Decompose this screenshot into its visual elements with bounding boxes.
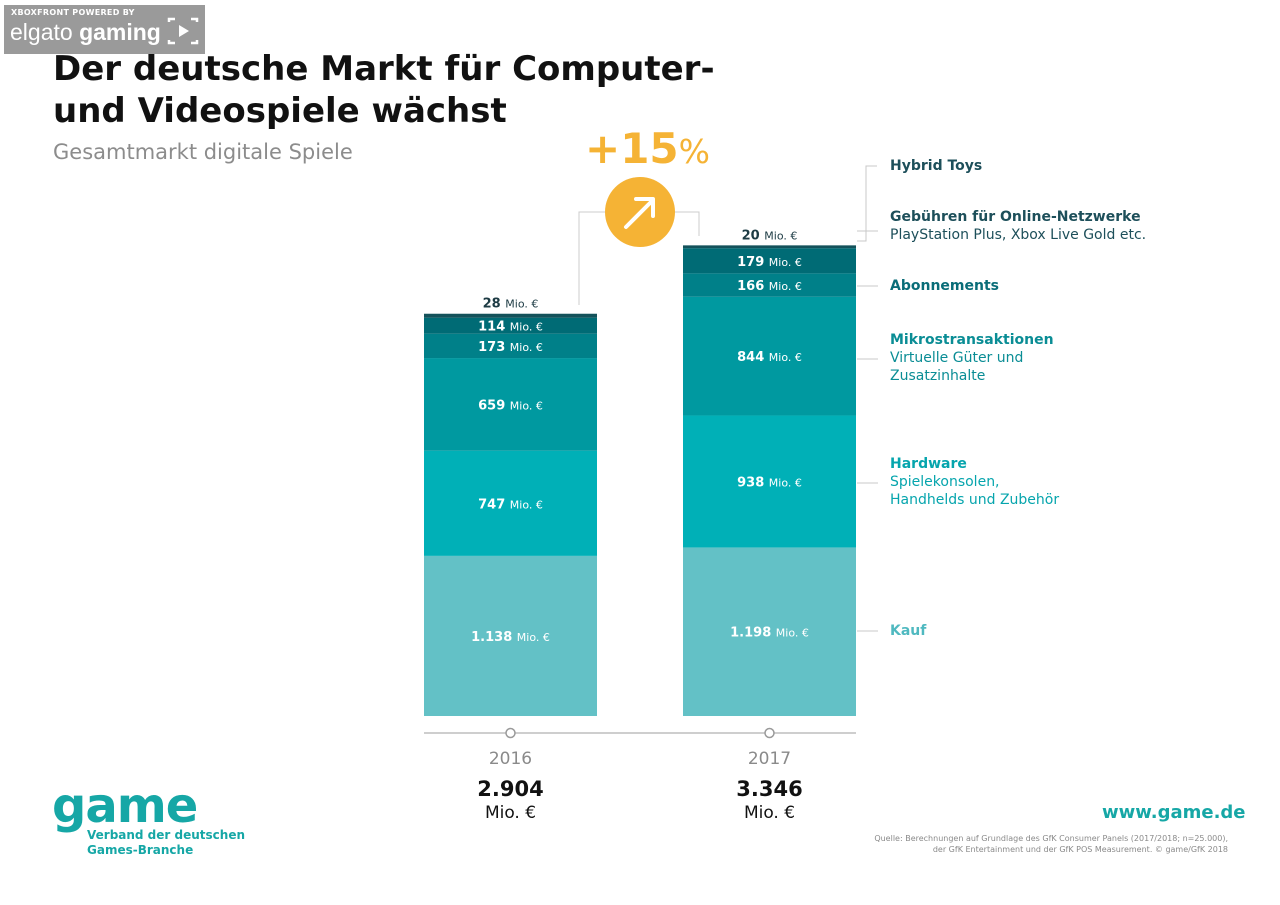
growth-value: +15 (585, 124, 679, 173)
bar-2016-hardware (424, 450, 597, 556)
total-unit-2016: Mio. € (485, 803, 536, 823)
bar-2017-abonnements (683, 273, 856, 297)
logo-subtitle-1: Verband der deutschen (87, 828, 245, 842)
legend-connector-1 (857, 165, 877, 242)
legend-title: Kauf (890, 623, 927, 639)
data-label-2016-geb-hren-f-r-online-netzwerke: 114 Mio. € (478, 320, 543, 335)
x-tick-marker-2016 (505, 727, 516, 739)
legend-title: Hardware (890, 456, 967, 472)
title-line-1: Der deutsche Markt für Computer- (53, 49, 715, 89)
legend-title: Abonnements (890, 278, 999, 294)
arrow-up-right-icon (624, 197, 655, 229)
play-icon (167, 17, 199, 45)
x-tick-marker-2017 (764, 727, 775, 739)
bar-2017-kauf (683, 547, 856, 716)
data-label-2016-abonnements: 173 Mio. € (478, 340, 543, 355)
total-unit-2017: Mio. € (744, 803, 795, 823)
data-label-2016-hardware: 747 Mio. € (478, 497, 543, 512)
data-label-2017-geb-hren-f-r-online-netzwerke: 179 Mio. € (737, 255, 802, 270)
legend-item-kauf: Kauf (890, 622, 926, 640)
total-value-2016: 2.904 (477, 777, 543, 801)
growth-connector (578, 177, 700, 305)
bar-2016-abonnements (424, 333, 597, 359)
legend-connectors (857, 165, 878, 632)
bar-2017-hybrid-toys (683, 245, 856, 249)
bar-2016-hybrid-toys (424, 313, 597, 318)
logo-subtitle-2: Games-Branche (87, 843, 194, 857)
source-note-1: Quelle: Berechnungen auf Grundlage des G… (874, 834, 1228, 843)
data-label-2017-mikrotransaktionen: 844 Mio. € (737, 350, 802, 365)
title-line-2: und Videospiele wächst (53, 91, 507, 131)
x-tick-label-2017: 2017 (748, 749, 791, 769)
data-label-2016-mikrotransaktionen: 659 Mio. € (478, 398, 543, 413)
growth-unit: % (678, 132, 710, 171)
legend-description: Virtuelle Güter und (890, 350, 1024, 366)
legend-description: Spielekonsolen, (890, 474, 1000, 490)
bars-group: 1.138 Mio. € 747 Mio. € 659 Mio. € 173 Mio.… (424, 228, 856, 716)
data-label-2017-hybrid-toys: 20 Mio. € (742, 228, 798, 243)
legend-description: Handhelds und Zubehör (890, 492, 1060, 508)
legend-item-abonnements: Abonnements (890, 277, 999, 295)
watermark-top-text: XBOXFRONT POWERED BY (11, 8, 135, 17)
legend-description: PlayStation Plus, Xbox Live Gold etc. (890, 227, 1147, 243)
bar-2016-kauf (424, 555, 597, 716)
watermark-brand-b: gaming (79, 19, 161, 45)
connector-left (578, 211, 606, 305)
legend-item-geb-hren-f-r-online-netzwerke: Gebühren für Online-Netzwerke PlayStation… (890, 208, 1146, 244)
x-tick-label-2016: 2016 (489, 749, 532, 769)
watermark-brand-a: elgato (10, 19, 73, 45)
game-logo: game (52, 778, 198, 834)
legend-description: Zusatzinhalte (890, 368, 986, 384)
legend-item-hardware: Hardware Spielekonsolen, Handhelds und Zub… (890, 455, 1059, 509)
data-label-2017-hardware: 938 Mio. € (737, 475, 802, 490)
total-value-2017: 3.346 (736, 777, 802, 801)
legend-item-hybrid-toys: Hybrid Toys (890, 157, 982, 175)
bar-2017-mikrotransaktionen (683, 296, 856, 416)
bar-2017-geb-hren-f-r-online-netzwerke (683, 248, 856, 274)
legend-title: Gebühren für Online-Netzwerke (890, 209, 1141, 225)
page-title: Der deutsche Markt für Computer- und Vid… (53, 48, 715, 132)
data-label-2016-kauf: 1.138 Mio. € (471, 630, 550, 645)
data-label-2017-abonnements: 166 Mio. € (737, 279, 802, 294)
source-note-2: der GfK Entertainment und der GfK POS Me… (932, 845, 1228, 854)
website-link[interactable]: www.game.de (1102, 802, 1246, 823)
connector-right (674, 211, 700, 236)
page-subtitle: Gesamtmarkt digitale Spiele (53, 140, 353, 164)
watermark-logo: XBOXFRONT POWERED BY elgato gaming (4, 5, 205, 54)
data-label-2017-kauf: 1.198 Mio. € (730, 626, 809, 641)
legend-item-mikrostransaktionen: Mikrostransaktionen Virtuelle Güter und Zu… (890, 331, 1054, 385)
legend-title: Mikrostransaktionen (890, 332, 1054, 348)
watermark-brand: elgato gaming (10, 19, 161, 46)
bar-2016-geb-hren-f-r-online-netzwerke (424, 317, 597, 334)
bar-2016-mikrotransaktionen (424, 358, 597, 451)
bar-2017-hardware (683, 415, 856, 548)
growth-label: +15% (585, 124, 710, 173)
legend-title: Hybrid Toys (890, 158, 983, 174)
data-label-2016-hybrid-toys: 28 Mio. € (483, 297, 539, 312)
